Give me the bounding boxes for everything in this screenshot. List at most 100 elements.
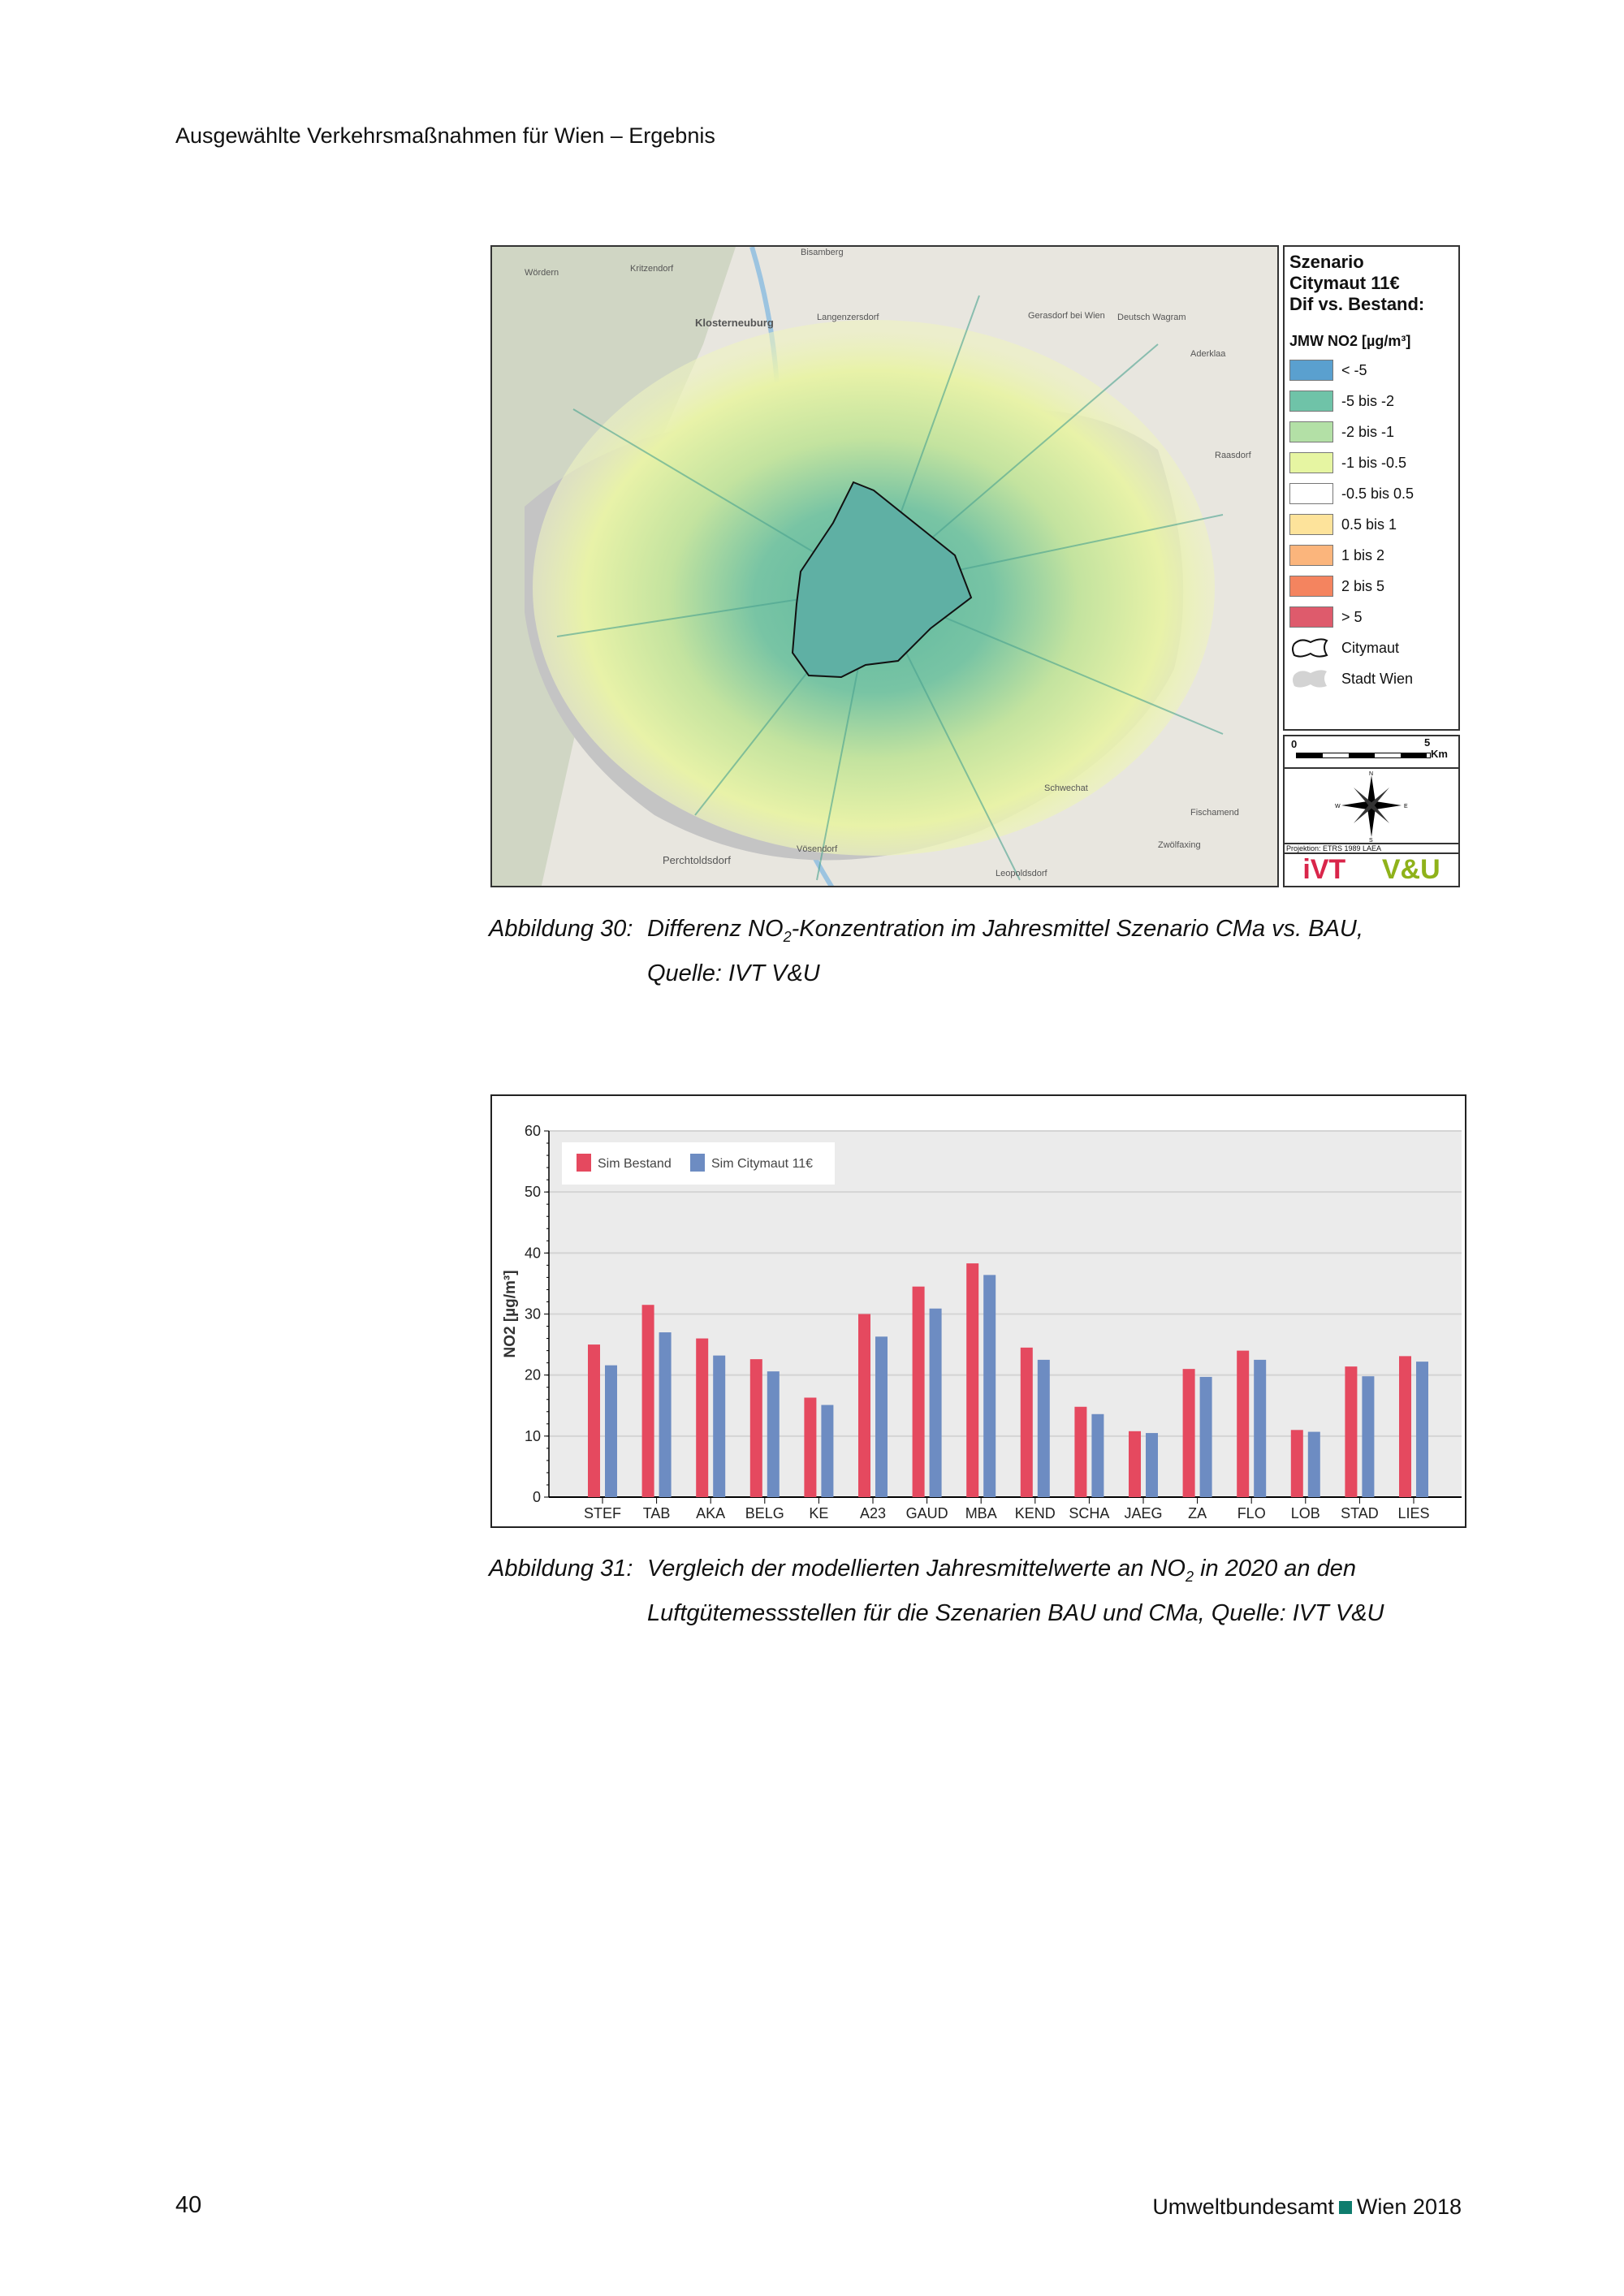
x-tick-label: LOB xyxy=(1291,1505,1320,1521)
caption-label: Abbildung 30: xyxy=(489,916,633,942)
scale-start: 0 xyxy=(1291,738,1298,750)
logos: iVT V&U xyxy=(1283,854,1460,887)
caption-text: Differenz NO xyxy=(647,916,784,942)
bar-sim-bestand-belg xyxy=(749,1359,762,1497)
bar-sim-bestand-aka xyxy=(696,1338,709,1497)
x-tick-label: TAB xyxy=(643,1505,671,1521)
legend-label: Citymaut xyxy=(1341,639,1400,656)
legend-label: Stadt Wien xyxy=(1341,670,1414,687)
bar-sim-citymaut-flo xyxy=(1254,1359,1267,1497)
footer-publisher: Umweltbundesamt Wien 2018 xyxy=(1152,2195,1462,2220)
legend-swatch xyxy=(1289,576,1333,597)
bar-sim-bestand-kend xyxy=(1020,1347,1033,1497)
bar-sim-citymaut-lies xyxy=(1416,1362,1428,1497)
bar-sim-bestand-ke xyxy=(804,1397,817,1497)
legend-swatch xyxy=(1289,545,1333,566)
place-label: Schwechat xyxy=(1044,783,1088,793)
caption-sub: 2 xyxy=(783,928,792,945)
bar-sim-citymaut-tab xyxy=(659,1332,672,1497)
legend-item: -0.5 bis 0.5 xyxy=(1289,478,1453,509)
place-label: Wördern xyxy=(525,268,559,278)
running-header: Ausgewählte Verkehrsmaßnahmen für Wien –… xyxy=(175,123,715,148)
y-tick-label: 20 xyxy=(525,1367,541,1383)
bar-sim-citymaut-lob xyxy=(1307,1431,1320,1497)
place-label: Fischamend xyxy=(1190,808,1239,818)
legend-item: -1 bis -0.5 xyxy=(1289,447,1453,478)
caption-text: -Konzentration im Jahresmittel Szenario … xyxy=(791,916,1363,942)
publisher: Umweltbundesamt xyxy=(1152,2195,1334,2219)
legend-swatch-1 xyxy=(690,1154,705,1172)
north-arrow: N S W E xyxy=(1283,769,1460,844)
x-tick-label: FLO xyxy=(1237,1505,1266,1521)
place-label: Leopoldsdorf xyxy=(996,869,1048,878)
place-label: Perchtoldsdorf xyxy=(663,854,731,866)
place-label: Langenzersdorf xyxy=(817,313,879,322)
y-axis-label: NO2 [µg/m³] xyxy=(502,1270,519,1357)
scale-unit: Km xyxy=(1431,748,1448,760)
x-tick-label: MBA xyxy=(965,1505,997,1521)
legend-item: > 5 xyxy=(1289,602,1453,632)
bar-sim-citymaut-kend xyxy=(1037,1359,1050,1497)
bar-sim-bestand-a23 xyxy=(858,1314,870,1497)
compass-s: S xyxy=(1369,838,1373,842)
figure-31-caption: Abbildung 31: Vergleich der modellierten … xyxy=(489,1551,1384,1632)
bar-sim-citymaut-stad xyxy=(1362,1376,1375,1497)
caption-text: Luftgütemessstellen für die Szenarien BA… xyxy=(647,1599,1384,1626)
legend-swatch-0 xyxy=(577,1154,591,1172)
legend-swatch xyxy=(1289,360,1333,381)
bar-sim-bestand-tab xyxy=(641,1305,654,1497)
bar-sim-bestand-stad xyxy=(1345,1366,1358,1497)
legend-item: < -5 xyxy=(1289,355,1453,386)
legend-swatch xyxy=(1289,452,1333,473)
caption-label: Abbildung 31: xyxy=(489,1556,633,1582)
legend-label: Sim Citymaut 11€ xyxy=(711,1157,813,1171)
bar-sim-bestand-flo xyxy=(1237,1350,1250,1497)
bar-sim-citymaut-belg xyxy=(767,1371,780,1497)
scale-bar: 0 5 Km xyxy=(1283,735,1460,769)
projection-note: Projektion: ETRS 1989 LAEA xyxy=(1283,844,1460,854)
legend-swatch xyxy=(1289,391,1333,412)
legend-label: -1 bis -0.5 xyxy=(1341,454,1407,471)
legend-label: 1 bis 2 xyxy=(1341,546,1385,563)
bar-sim-citymaut-jaeg xyxy=(1146,1433,1158,1497)
compass-icon: N S W E xyxy=(1335,771,1408,844)
x-tick-label: ZA xyxy=(1188,1505,1207,1521)
bar-sim-bestand-stef xyxy=(588,1344,600,1497)
legend-item-citymaut: Citymaut xyxy=(1289,632,1453,663)
legend-item: -2 bis -1 xyxy=(1289,416,1453,447)
bar-sim-citymaut-a23 xyxy=(875,1336,888,1497)
compass-w: W xyxy=(1335,804,1341,809)
x-tick-label: A23 xyxy=(860,1505,886,1521)
y-tick-label: 50 xyxy=(525,1184,541,1200)
stadt-wien-shape-icon xyxy=(1293,670,1327,688)
place-label: Vösendorf xyxy=(797,844,838,854)
figure-30-caption: Abbildung 30: Differenz NO2-Konzentration… xyxy=(489,911,1363,992)
y-tick-label: 30 xyxy=(525,1306,541,1323)
bar-sim-citymaut-scha xyxy=(1091,1413,1104,1497)
compass-n: N xyxy=(1369,771,1373,777)
bar-sim-bestand-scha xyxy=(1074,1406,1087,1497)
legend-label: -0.5 bis 0.5 xyxy=(1341,485,1415,502)
bar-sim-citymaut-mba xyxy=(983,1275,996,1497)
legend-label: > 5 xyxy=(1341,608,1363,625)
legend-item-stadt-wien: Stadt Wien xyxy=(1289,663,1453,694)
legend-swatch xyxy=(1289,483,1333,504)
bar-sim-citymaut-ke xyxy=(821,1405,834,1497)
compass-e: E xyxy=(1404,804,1408,809)
x-tick-label: KEND xyxy=(1015,1505,1056,1521)
caption-text: in 2020 an den xyxy=(1194,1556,1356,1582)
no2-difference-map: Wördern Kritzendorf Bisamberg Klosterneu… xyxy=(490,245,1279,887)
legend-label: 0.5 bis 1 xyxy=(1341,516,1397,533)
place-label: Aderklaa xyxy=(1190,349,1226,359)
legend-title: Dif vs. Bestand: xyxy=(1289,294,1425,314)
y-tick-label: 60 xyxy=(525,1123,541,1139)
y-tick-label: 0 xyxy=(533,1489,541,1505)
legend-label: < -5 xyxy=(1341,361,1367,378)
x-tick-label: KE xyxy=(809,1505,828,1521)
legend-item: 1 bis 2 xyxy=(1289,540,1453,571)
legend-label: 2 bis 5 xyxy=(1341,577,1385,594)
x-tick-label: STEF xyxy=(584,1505,621,1521)
place-label: Bisamberg xyxy=(801,248,844,257)
bar-sim-bestand-jaeg xyxy=(1129,1431,1141,1497)
bar-sim-citymaut-za xyxy=(1199,1376,1212,1497)
